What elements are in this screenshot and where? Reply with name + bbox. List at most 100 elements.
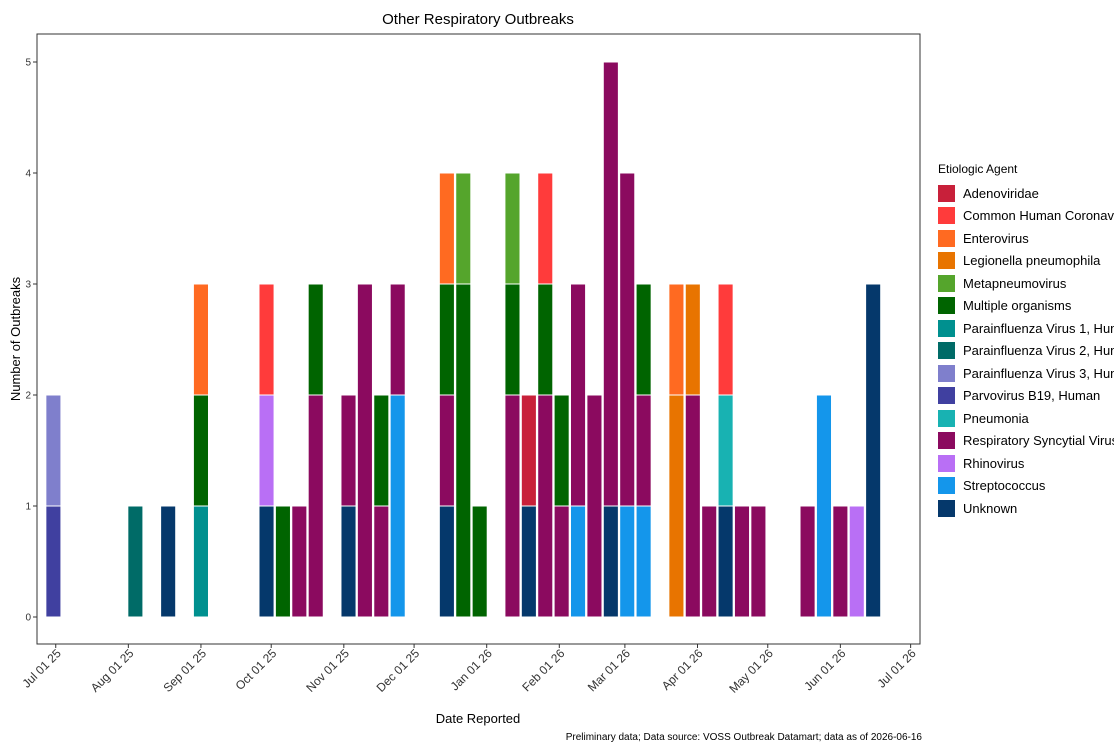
bar-segment-unknown [438,505,455,618]
bar-segment-rhinovirus [848,505,865,618]
legend-item-unknown: Unknown [938,497,1114,520]
bar-segment-metapneumovirus [455,172,472,285]
x-tick-label: Sep 01 25 [160,646,209,695]
legend-swatch [938,319,955,337]
bar-segment-respiratory-syncytial-virus [602,61,619,507]
legend-item-common-human-coronavirus: Common Human Coronavirus [938,205,1114,228]
legend-swatch [938,274,955,292]
bar-segment-streptococcus [815,394,833,618]
x-tick-label: May 01 26 [726,646,776,696]
bar-segment-enterovirus [438,172,455,285]
legend-items: Adenoviridae Common Human Coronavirus Ente… [938,182,1114,520]
bar-segment-respiratory-syncytial-virus [438,394,455,507]
bar-segment-streptococcus [619,505,636,618]
legend-label: Adenoviridae [963,185,1039,201]
legend-label: Parainfluenza Virus 2, Human [963,343,1114,359]
bar-segment-respiratory-syncytial-virus [570,283,587,507]
legend-label: Multiple organisms [963,298,1072,314]
bar-segment-enterovirus [192,283,209,396]
bar-segment-unknown [865,283,882,618]
bar-segment-parainfluenza-virus-3-human [45,394,62,507]
legend-swatch [938,207,955,225]
bar-segment-legionella-pneumophila [684,283,701,396]
x-tick-label: Jun 01 26 [801,646,848,693]
bar-segment-respiratory-syncytial-virus [799,505,816,618]
bar-segment-respiratory-syncytial-virus [684,394,701,618]
bar-segment-multiple-organisms [471,505,488,618]
x-tick-label: Apr 01 26 [659,646,706,693]
bar-segment-metapneumovirus [504,172,521,285]
legend: Etiologic Agent Adenoviridae Common Human… [938,162,1114,520]
x-tick-label: Mar 01 26 [585,646,633,694]
bar-segment-multiple-organisms [553,394,570,507]
bar-segment-pneumonia [717,394,734,507]
bar-segment-unknown [717,505,734,618]
bar-segment-multiple-organisms [373,394,390,507]
bar-segment-legionella-pneumophila [668,394,685,618]
bar-segment-common-human-coronavirus [717,283,734,396]
legend-item-multiple-organisms: Multiple organisms [938,295,1114,318]
x-tick-label: Dec 01 25 [374,646,423,695]
bar-segment-respiratory-syncytial-virus [586,394,603,618]
legend-label: Legionella pneumophila [963,253,1101,269]
legend-label: Parainfluenza Virus 1, Human [963,320,1114,336]
legend-swatch [938,364,955,382]
bar-segment-unknown [340,505,357,618]
legend-label: Parvovirus B19, Human [963,388,1101,404]
legend-label: Rhinovirus [963,455,1025,471]
x-tick-label: Jan 01 26 [448,646,495,693]
bar-segment-respiratory-syncytial-virus [635,394,652,507]
legend-label: Streptococcus [963,478,1046,494]
x-axis-ticks: Jul 01 25 Aug 01 25 Sep 01 25 Oct 01 25 Nov … [20,644,919,696]
legend-label: Unknown [963,500,1018,516]
legend-item-rhinovirus: Rhinovirus [938,452,1114,475]
legend-swatch [938,387,955,405]
legend-item-streptococcus: Streptococcus [938,475,1114,498]
bar-segment-unknown [258,505,275,618]
bar-segment-parainfluenza-virus-1-human [192,505,209,618]
bar-segment-streptococcus [635,505,652,618]
bar-segment-adenoviridae [520,394,537,507]
legend-label: Respiratory Syncytial Virus [963,433,1114,449]
bar-segment-respiratory-syncytial-virus [356,283,373,618]
bar-segment-multiple-organisms [455,283,472,618]
legend-item-parainfluenza-virus-2-human: Parainfluenza Virus 2, Human [938,340,1114,363]
legend-item-adenoviridae: Adenoviridae [938,182,1114,205]
x-tick-label: Nov 01 25 [303,646,352,695]
bar-segment-respiratory-syncytial-virus [504,394,521,618]
bar-segment-common-human-coronavirus [537,172,554,285]
bar-segment-respiratory-syncytial-virus [340,394,357,507]
bar-segment-unknown [520,505,537,618]
plot-panel [36,33,921,645]
y-tick-label: 3 [25,280,31,291]
legend-label: Parainfluenza Virus 3, Human [963,365,1114,381]
x-axis-label: Date Reported [436,711,521,726]
legend-swatch [938,252,955,270]
bar-segment-multiple-organisms [192,394,209,507]
bar-segment-common-human-coronavirus [258,283,275,396]
legend-item-parainfluenza-virus-3-human: Parainfluenza Virus 3, Human [938,362,1114,385]
bar-segment-multiple-organisms [274,505,291,618]
legend-item-metapneumovirus: Metapneumovirus [938,272,1114,295]
y-tick-label: 2 [25,391,31,402]
bar-segment-multiple-organisms [438,283,455,396]
legend-swatch [938,409,955,427]
x-tick-label: Oct 01 25 [233,646,280,693]
bar-segment-multiple-organisms [537,283,554,396]
bars [45,61,882,618]
caption: Preliminary data; Data source: VOSS Outb… [565,732,922,743]
x-tick-label: Jul 01 25 [20,646,65,691]
y-tick-label: 4 [25,169,31,180]
bar-segment-multiple-organisms [307,283,324,396]
y-axis-label: Number of Outbreaks [8,276,23,401]
bar-segment-parainfluenza-virus-2-human [127,505,144,618]
legend-item-parvovirus-b19-human: Parvovirus B19, Human [938,385,1114,408]
x-tick-label: Feb 01 26 [519,646,567,694]
bar-segment-respiratory-syncytial-virus [832,505,849,618]
legend-label: Common Human Coronavirus [963,208,1114,224]
bar-segment-unknown [602,505,619,618]
legend-label: Enterovirus [963,230,1029,246]
bar-segment-streptococcus [389,394,406,618]
legend-label: Metapneumovirus [963,275,1067,291]
y-tick-label: 5 [25,58,31,69]
